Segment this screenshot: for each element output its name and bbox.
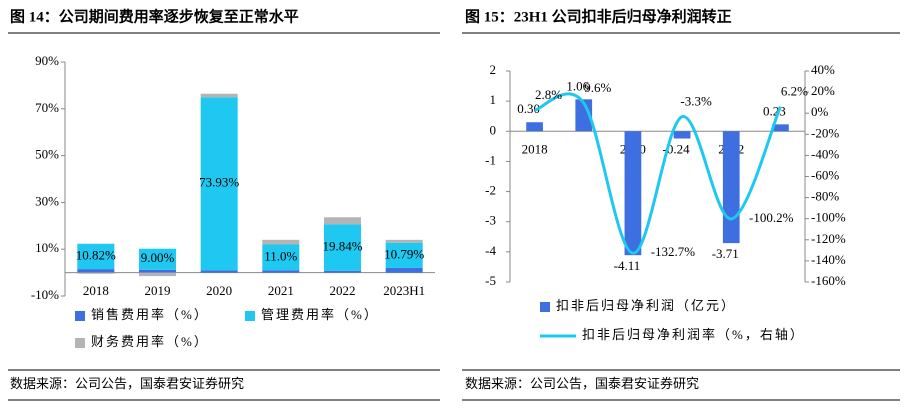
- x-tick-label: 2018: [83, 283, 109, 298]
- data-label: -132.7%: [651, 244, 696, 259]
- y-tick-label: 10%: [35, 240, 59, 255]
- data-label: 10.82%: [76, 247, 116, 262]
- bar: [526, 122, 543, 132]
- legend-swatch: [540, 302, 550, 312]
- source: 数据来源：公司公告，国泰君安证券研究: [465, 376, 699, 391]
- y-tick-label: -2: [485, 183, 496, 198]
- data-label: 19.84%: [322, 238, 362, 253]
- bar-segment: [200, 93, 238, 98]
- x-tick-label: 2021: [268, 283, 294, 298]
- bar-segment: [262, 239, 300, 245]
- legend-swatch: [75, 338, 85, 348]
- bar: [624, 131, 642, 256]
- bar-segment: [385, 239, 423, 243]
- chart-title: 图 15：23H1 公司扣非后归母净利润转正: [465, 7, 732, 25]
- y2-tick-label: -20%: [811, 125, 839, 140]
- legend-label: 财务费用率（%）: [91, 334, 209, 349]
- legend-label: 扣非后归母净利润率（%，右轴）: [582, 327, 805, 342]
- bar-segment: [385, 267, 423, 273]
- bar-segment: [139, 269, 176, 273]
- bar-segment: [262, 244, 300, 271]
- y2-tick-label: -100%: [811, 210, 846, 225]
- x-tick-label: 2023H1: [383, 283, 425, 298]
- data-label: 11.0%: [264, 248, 297, 263]
- legend-label: 管理费用率（%）: [261, 307, 379, 322]
- y-tick-label: 0: [490, 122, 497, 137]
- bar-segment: [324, 217, 361, 225]
- x-tick-label: 2019: [145, 283, 171, 298]
- data-label: 10.79%: [384, 246, 424, 261]
- data-label: 6.2%: [781, 84, 808, 99]
- data-label: 2.8%: [535, 87, 562, 102]
- data-label: 0.23: [763, 103, 786, 118]
- data-label: 9.00%: [141, 250, 175, 265]
- y2-tick-label: -160%: [811, 273, 846, 288]
- bar-segment: [200, 97, 238, 271]
- x-tick-label: 2022: [330, 283, 356, 298]
- y2-tick-label: 0%: [811, 104, 829, 119]
- legend-swatch: [245, 311, 255, 321]
- y2-tick-label: -140%: [811, 252, 846, 267]
- bar-segment: [77, 272, 115, 274]
- data-label: -3.71: [712, 246, 739, 261]
- y-tick-label: -5: [485, 273, 496, 288]
- y2-tick-label: 40%: [811, 62, 835, 77]
- line: [534, 92, 782, 255]
- data-label: 9.6%: [584, 80, 611, 95]
- bar-segment: [324, 270, 361, 273]
- bar-segment: [139, 272, 176, 277]
- bar-segment: [324, 224, 361, 271]
- legend-label: 销售费用率（%）: [91, 307, 209, 322]
- bar: [673, 131, 691, 139]
- y-tick-label: -1: [485, 152, 496, 167]
- bar-segment: [77, 269, 115, 273]
- y-tick-label: -10%: [31, 287, 59, 302]
- source: 数据来源：公司公告，国泰君安证券研究: [10, 376, 244, 391]
- bar-segment: [262, 270, 300, 273]
- data-label: -3.3%: [680, 94, 712, 109]
- x-tick-label: 2020: [206, 283, 232, 298]
- y2-tick-label: -80%: [811, 189, 839, 204]
- bar-segment: [139, 248, 176, 270]
- y-tick-label: 30%: [35, 193, 59, 208]
- y-tick-label: -3: [485, 213, 496, 228]
- x-tick-label: 2018: [522, 141, 548, 156]
- data-label: 73.93%: [199, 175, 239, 190]
- y2-tick-label: -60%: [811, 167, 839, 182]
- y2-tick-label: -120%: [811, 231, 846, 246]
- data-label: -100.2%: [749, 210, 794, 225]
- bar-segment: [385, 242, 423, 268]
- y2-tick-label: -40%: [811, 146, 839, 161]
- data-label: 1.06: [566, 78, 589, 93]
- bar-segment: [77, 243, 115, 270]
- y-tick-label: 90%: [35, 53, 59, 68]
- y-tick-label: 50%: [35, 147, 59, 162]
- y-tick-label: 70%: [35, 100, 59, 115]
- legend-swatch: [75, 311, 85, 321]
- chart-title: 图 14：公司期间费用率逐步恢复至正常水平: [10, 7, 299, 25]
- bar: [722, 131, 740, 244]
- data-label: -4.11: [614, 258, 641, 273]
- legend-label: 扣非后归母净利润（亿元）: [556, 298, 736, 313]
- bar: [575, 99, 593, 132]
- y2-tick-label: 20%: [811, 83, 835, 98]
- bar: [772, 124, 789, 132]
- y-tick-label: 2: [490, 62, 497, 77]
- bar-segment: [200, 270, 238, 273]
- y-tick-label: 1: [490, 92, 497, 107]
- y-tick-label: -4: [485, 243, 496, 258]
- data-label: 0.30: [517, 101, 540, 116]
